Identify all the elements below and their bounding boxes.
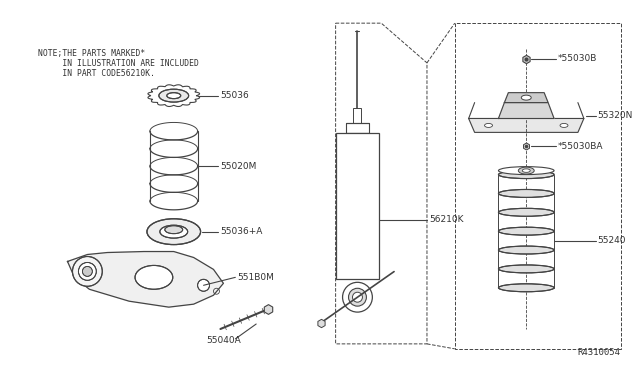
Bar [353,108,362,125]
Text: 55020M: 55020M [220,162,257,171]
Text: *55030BA: *55030BA [558,142,604,151]
Ellipse shape [147,219,200,244]
Ellipse shape [499,171,554,179]
Ellipse shape [484,124,493,128]
Text: NOTE;THE PARTS MARKED*: NOTE;THE PARTS MARKED* [38,49,145,58]
Polygon shape [468,118,584,132]
Ellipse shape [522,95,531,100]
Ellipse shape [518,167,534,174]
Ellipse shape [499,167,554,174]
Ellipse shape [499,284,554,292]
Ellipse shape [79,263,96,280]
Text: R4310054: R4310054 [577,348,621,357]
Text: 56210K: 56210K [429,215,463,224]
Ellipse shape [83,266,92,276]
Ellipse shape [499,227,554,235]
Ellipse shape [135,266,173,289]
Text: 55240: 55240 [598,236,627,245]
Ellipse shape [159,89,189,102]
Text: 55036+A: 55036+A [220,227,263,236]
Text: *55030B: *55030B [558,54,597,63]
Ellipse shape [342,282,372,312]
Ellipse shape [349,288,366,306]
Text: IN ILLUSTRATION ARE INCLUDED: IN ILLUSTRATION ARE INCLUDED [38,59,198,68]
Polygon shape [68,251,223,307]
Ellipse shape [499,265,554,273]
Text: 55320N: 55320N [598,111,633,120]
Ellipse shape [499,208,554,216]
Ellipse shape [499,246,554,254]
Ellipse shape [72,257,102,286]
Ellipse shape [198,279,209,291]
Ellipse shape [165,226,182,234]
Text: 55036: 55036 [220,91,249,100]
Bar [346,124,369,134]
Polygon shape [499,103,554,118]
Ellipse shape [160,225,188,238]
Ellipse shape [560,124,568,128]
Ellipse shape [167,93,180,99]
Text: 551B0M: 551B0M [237,273,274,282]
Text: IN PART CODE56210K.: IN PART CODE56210K. [38,69,155,78]
Bar [335,134,380,279]
Text: 55040A: 55040A [206,336,241,345]
Polygon shape [504,93,548,103]
Ellipse shape [353,292,362,302]
Ellipse shape [522,169,530,172]
Ellipse shape [499,189,554,198]
